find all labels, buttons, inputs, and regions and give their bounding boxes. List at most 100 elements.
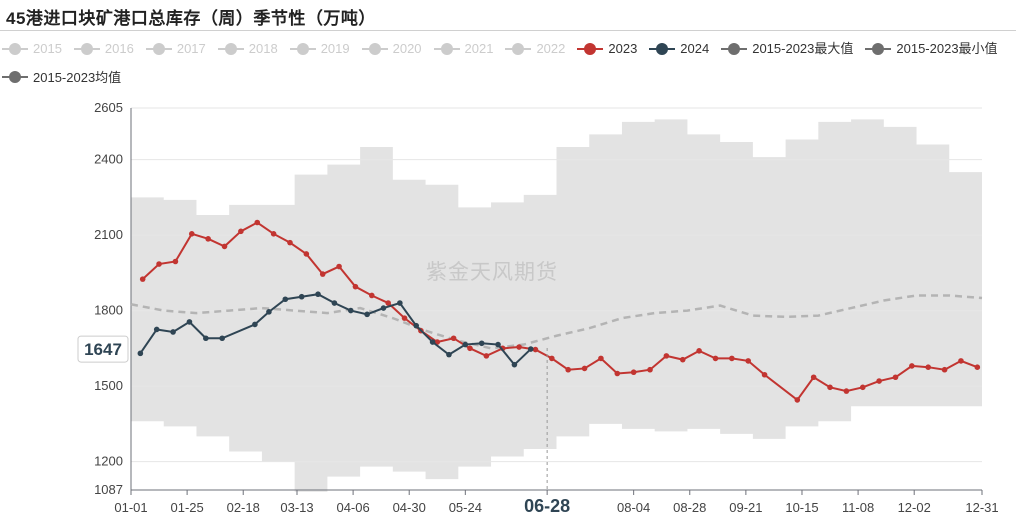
x-tick-label: 10-15: [785, 500, 818, 515]
data-point-2024: [380, 305, 387, 311]
chart-title: 45港进口块矿港口总库存（周）季节性（万吨）: [6, 9, 376, 28]
legend-marker-icon: [433, 42, 460, 55]
legend-marker-icon: [145, 42, 172, 55]
data-point-2023: [352, 283, 359, 290]
data-point-2023: [958, 358, 964, 364]
data-point-2023: [679, 356, 686, 363]
data-point-2023: [876, 378, 882, 384]
data-point-2024: [298, 293, 305, 300]
legend-item-2018[interactable]: 2018: [217, 35, 278, 62]
legend-item-2015-2023-[interactable]: 2015-2023均值: [2, 64, 121, 91]
data-point-2023: [827, 384, 833, 391]
legend-marker-icon: [865, 42, 892, 55]
data-point-2023: [581, 365, 588, 372]
data-point-2023: [598, 355, 604, 362]
watermark-text: 紫金天风期货: [426, 261, 558, 284]
data-point-2023: [401, 315, 408, 321]
data-point-2023: [729, 355, 735, 362]
data-point-2024: [446, 351, 452, 358]
legend-item-2022[interactable]: 2022: [505, 35, 565, 62]
data-point-2023: [221, 243, 228, 250]
data-point-2023: [516, 344, 522, 350]
legend-item-2016[interactable]: 2016: [73, 35, 134, 62]
legend-item-2021[interactable]: 2021: [433, 35, 493, 62]
legend-item-2019[interactable]: 2019: [289, 35, 350, 62]
data-point-2024: [364, 311, 370, 318]
legend-item-2023[interactable]: 2023: [577, 35, 637, 62]
data-point-2024: [347, 307, 354, 314]
y-tick-label: 1800: [94, 303, 123, 318]
data-point-2024: [153, 326, 160, 333]
data-point-2023: [254, 219, 261, 226]
legend-label: 2015-2023最小值: [896, 41, 998, 56]
data-point-2024: [282, 296, 289, 303]
data-point-2023: [630, 369, 637, 376]
data-point-2023: [238, 228, 244, 235]
x-tick-label: 01-25: [170, 500, 203, 515]
data-point-2024: [266, 309, 272, 315]
data-point-2023: [156, 261, 162, 267]
data-point-2023: [450, 335, 457, 342]
legend-label: 2015-2023最大值: [752, 41, 854, 56]
data-point-2023: [794, 397, 801, 403]
data-point-2023: [172, 258, 179, 265]
legend-item-2017[interactable]: 2017: [145, 35, 206, 62]
data-point-2023: [647, 366, 653, 373]
legend-marker-icon: [361, 42, 388, 55]
data-point-2024: [170, 329, 176, 335]
x-tick-label: 11-08: [842, 500, 874, 515]
legend-marker-icon: [289, 42, 316, 55]
data-point-2024: [527, 346, 534, 352]
legend-label: 2017: [176, 41, 206, 56]
legend-label: 2015: [33, 41, 62, 56]
legend-marker-icon: [217, 42, 244, 55]
data-point-2023: [892, 374, 899, 381]
legend-label: 2024: [680, 41, 710, 56]
data-point-2023: [565, 366, 571, 373]
data-point-2023: [974, 364, 981, 370]
data-point-2023: [336, 263, 342, 270]
data-point-2024: [219, 335, 225, 342]
x-tick-label: 03-13: [280, 500, 313, 515]
data-point-2023: [549, 355, 555, 362]
data-point-2023: [712, 355, 719, 362]
data-point-2024: [186, 319, 193, 325]
data-point-2024: [137, 350, 144, 357]
legend-item-2015-2023-[interactable]: 2015-2023最大值: [721, 35, 853, 62]
legend-label: 2022: [536, 41, 566, 56]
data-point-2024: [511, 361, 518, 368]
x-tick-label: 01-01: [114, 500, 147, 515]
x-tick-label: 02-18: [227, 500, 260, 515]
x-tick-label: 12-31: [965, 500, 998, 515]
series-line-mean: [130, 294, 983, 350]
x-tick-label: 08-28: [673, 500, 706, 515]
data-point-2023: [319, 271, 326, 277]
y-axis-pointer-box: [77, 335, 129, 363]
legend-marker-icon: [2, 42, 28, 55]
legend-marker-icon: [649, 42, 676, 55]
y-tick-label: 1500: [94, 378, 123, 393]
data-point-2023: [139, 276, 146, 282]
data-point-2023: [941, 366, 948, 373]
legend-item-2015[interactable]: 2015: [2, 35, 62, 62]
x-tick-label: 04-30: [393, 500, 426, 515]
data-point-2023: [188, 231, 195, 237]
data-point-2024: [252, 321, 258, 328]
data-point-2023: [287, 239, 293, 246]
legend-marker-icon: [721, 42, 748, 55]
data-point-2023: [385, 300, 391, 306]
legend-item-2020[interactable]: 2020: [361, 35, 422, 62]
x-tick-label: 05-24: [449, 500, 482, 515]
data-point-2024: [203, 335, 209, 342]
legend-marker-icon: [73, 42, 100, 55]
legend-label: 2019: [320, 41, 350, 56]
data-point-2024: [462, 341, 469, 348]
legend-marker-icon: [505, 42, 532, 55]
data-point-2023: [532, 346, 539, 353]
x-tick-label: 09-21: [729, 500, 762, 515]
data-point-2023: [761, 371, 768, 378]
legend-label: 2018: [248, 41, 278, 56]
legend-item-2024[interactable]: 2024: [649, 35, 709, 62]
legend-item-2015-2023-[interactable]: 2015-2023最小值: [865, 35, 998, 62]
